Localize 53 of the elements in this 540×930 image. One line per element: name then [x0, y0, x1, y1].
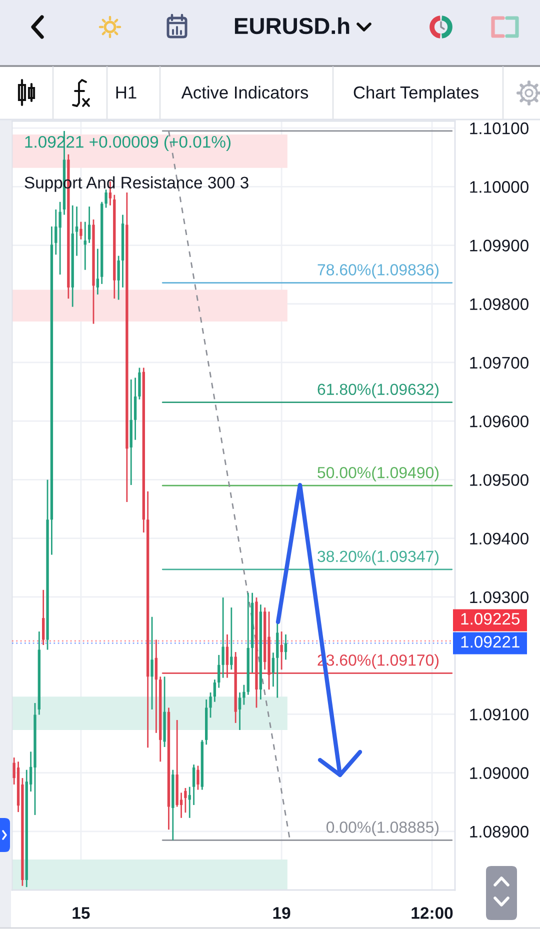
y-tick-label: 1.09300	[470, 591, 528, 604]
candlestick	[184, 787, 187, 814]
ref-line-label: 61.80%(1.09632)	[318, 383, 439, 398]
candlestick	[54, 208, 58, 256]
x-tick-label: 19	[273, 907, 290, 919]
candlestick	[238, 692, 242, 731]
candlestick	[96, 248, 100, 296]
x-tick-label: 12:00	[412, 907, 453, 919]
y-tick-label: 1.09500	[470, 474, 528, 486]
candlestick	[75, 206, 78, 257]
candlestick	[104, 188, 108, 208]
candlestick	[192, 764, 196, 806]
candlestick	[213, 678, 216, 703]
candlestick	[134, 377, 137, 441]
y-tick-label: 1.09700	[470, 356, 528, 369]
ref-line-label: 78.60%(1.09836)	[318, 264, 439, 279]
y-tick-label: 1.10000	[470, 181, 528, 193]
candlestick	[80, 221, 82, 240]
candlestick	[117, 255, 120, 300]
y-tick-label: 1.09000	[470, 767, 528, 779]
candlestick	[150, 616, 154, 710]
candlestick	[58, 201, 62, 276]
ref-line-label: 0.00%(1.08885)	[326, 821, 439, 836]
candlestick	[154, 639, 158, 734]
y-tick-label: 1.09600	[470, 416, 528, 428]
candlestick	[272, 652, 275, 688]
candlestick	[230, 606, 233, 670]
ref-line-label: 1.09225	[461, 612, 520, 625]
candlestick	[218, 654, 220, 688]
candlestick	[284, 634, 288, 660]
ref-line-label: 1.09221	[461, 636, 520, 648]
candlestick	[196, 765, 200, 790]
candlestick	[280, 630, 283, 670]
y-tick-label: 1.09800	[470, 298, 528, 310]
candlestick	[188, 786, 191, 819]
y-tick-label: 1.09900	[470, 240, 528, 252]
text: H1	[116, 86, 136, 98]
candlestick	[242, 684, 246, 706]
text: Chart Templates	[354, 86, 478, 102]
candlestick	[42, 589, 45, 646]
candlestick	[222, 596, 224, 679]
ref-line-label: 50.00%(1.09490)	[318, 466, 439, 482]
y-tick-label: 1.10100	[470, 122, 528, 134]
y-tick-label: 1.08900	[470, 826, 528, 838]
text: Active Indicators	[181, 86, 308, 99]
ref-line-label: 38.20%(1.09347)	[318, 550, 439, 566]
y-tick-label: 1.09400	[470, 532, 528, 545]
chart-title: EURUSD.h	[234, 17, 350, 34]
y-tick-label: 1.09100	[470, 708, 528, 720]
candlestick	[88, 206, 91, 244]
candlestick	[84, 221, 86, 271]
candlestick	[209, 692, 212, 718]
x-tick-label: 15	[72, 907, 90, 919]
